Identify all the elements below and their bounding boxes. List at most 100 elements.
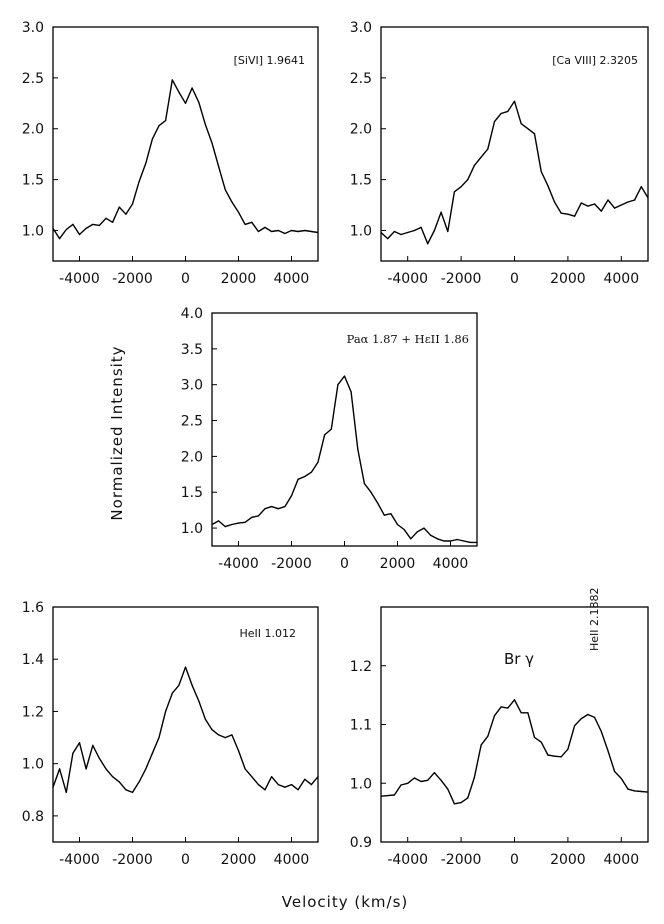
data-point — [297, 230, 299, 233]
data-point — [52, 227, 54, 229]
data-point — [277, 508, 279, 510]
plot-frame — [380, 606, 649, 843]
data-point — [476, 541, 478, 544]
data-point — [487, 148, 489, 150]
data-point — [264, 789, 266, 791]
data-point — [480, 744, 482, 746]
data-point — [178, 684, 180, 686]
data-point — [587, 713, 589, 716]
data-point — [284, 786, 286, 788]
data-point — [460, 802, 462, 804]
x-tick-label: 0 — [510, 852, 519, 868]
y-tick-label: 1.0 — [350, 776, 372, 792]
data-point — [363, 483, 365, 485]
data-point — [224, 526, 226, 528]
data-point — [507, 707, 509, 709]
data-point — [430, 534, 432, 536]
data-point — [423, 527, 425, 529]
data-point — [72, 223, 74, 225]
x-tick-label: 0 — [181, 852, 190, 868]
data-point — [390, 513, 392, 515]
panel-br-gamma: 0.9 1.0 1.1 1.2 -4000 -2000 0 2000 4000 Br γ HeII … — [350, 587, 649, 868]
data-point — [211, 142, 213, 144]
data-point — [594, 203, 596, 205]
data-point — [231, 201, 233, 203]
data-point — [507, 110, 509, 112]
data-point — [473, 164, 475, 166]
data-point — [237, 522, 240, 524]
data-point — [271, 506, 273, 508]
data-point — [78, 742, 81, 744]
data-point — [125, 789, 127, 791]
panel-sivi: 1.0 1.5 2.0 2.5 3.0 -4000 -2000 0 2000 4000 [SiVI]… — [22, 20, 319, 287]
y-tick-label: 3.0 — [22, 20, 44, 36]
data-point — [460, 186, 462, 188]
data-point — [547, 185, 549, 187]
data-point — [237, 750, 240, 752]
data-point — [393, 794, 395, 796]
data-point — [580, 718, 582, 720]
data-point — [493, 121, 496, 123]
data-point — [607, 199, 609, 201]
data-point — [251, 776, 253, 778]
data-point — [271, 776, 273, 778]
data-point — [138, 781, 140, 783]
data-point — [447, 788, 449, 790]
data-point — [574, 725, 576, 727]
data-point — [500, 706, 502, 708]
y-tick-label: 2.5 — [181, 414, 203, 430]
data-point — [520, 712, 522, 714]
data-point — [567, 748, 569, 750]
data-point — [198, 700, 200, 702]
data-point — [587, 205, 589, 207]
data-point — [337, 384, 339, 386]
plot-frame — [52, 606, 319, 843]
data-point — [447, 230, 449, 233]
y-tick-label: 3.0 — [350, 20, 372, 36]
data-point — [85, 768, 87, 770]
data-point — [105, 217, 107, 219]
data-point — [112, 221, 114, 223]
y-tick-label: 1.5 — [22, 173, 44, 189]
x-tick-label: 4000 — [603, 852, 639, 868]
data-point — [533, 133, 536, 135]
data-point — [118, 206, 120, 208]
data-point — [594, 716, 596, 719]
data-point — [350, 391, 352, 393]
data-point — [449, 540, 452, 542]
data-point — [647, 197, 649, 199]
data-point — [410, 538, 412, 540]
data-point — [400, 233, 402, 236]
data-point — [158, 737, 160, 739]
data-point — [65, 791, 67, 794]
data-point — [513, 100, 516, 102]
y-tick-label: 2.5 — [350, 71, 372, 87]
data-point — [251, 516, 253, 518]
x-tick-label: -2000 — [441, 271, 482, 287]
plot-frame — [211, 312, 478, 547]
data-point — [92, 223, 94, 225]
data-point — [560, 756, 562, 758]
data-point — [264, 226, 266, 228]
data-point — [407, 782, 409, 784]
x-tick-label: -2000 — [112, 852, 153, 868]
data-point — [540, 170, 542, 173]
data-point — [377, 502, 379, 504]
y-tick-label: 2.0 — [350, 122, 372, 138]
data-point — [487, 735, 489, 737]
data-point — [416, 531, 418, 533]
data-point — [297, 478, 299, 480]
data-point — [480, 156, 482, 158]
line-annotation: HeII 1.012 — [239, 627, 296, 640]
data-point — [184, 666, 187, 668]
data-point — [574, 215, 576, 217]
x-tick-label: -4000 — [387, 852, 428, 868]
y-tick-label: 1.5 — [181, 485, 203, 501]
y-tick-label: 1.0 — [22, 757, 44, 773]
data-point — [473, 776, 475, 779]
data-point — [184, 102, 187, 104]
data-point — [580, 202, 582, 204]
data-point — [469, 541, 471, 544]
data-point — [145, 162, 147, 164]
data-point — [433, 229, 435, 232]
